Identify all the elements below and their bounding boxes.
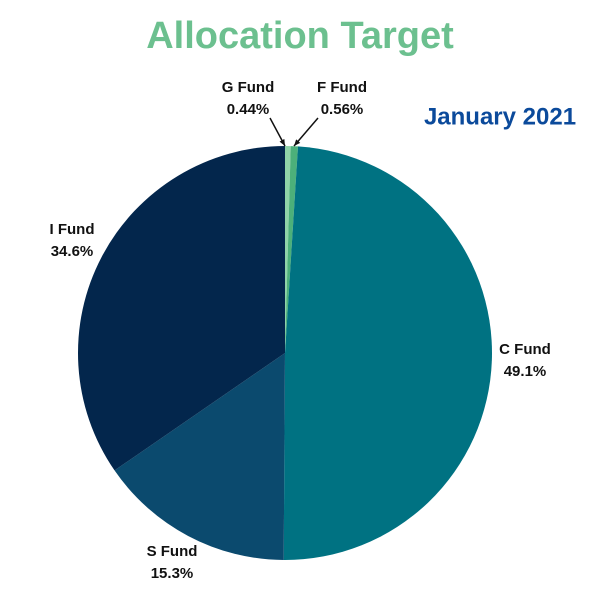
- slice-label: S Fund: [147, 543, 198, 560]
- slice-value-label: 49.1%: [504, 363, 547, 380]
- slice-label: I Fund: [50, 221, 95, 238]
- slice-label: F Fund: [317, 79, 367, 96]
- chart-title: Allocation Target: [146, 15, 454, 57]
- pie-slice: [77, 146, 285, 471]
- pie: [77, 146, 492, 561]
- slice-label: C Fund: [499, 341, 551, 358]
- labels: G Fund 0.44% F Fund 0.56% C Fund 49.1% S Fund 1…: [50, 79, 551, 582]
- slice-value-label: 15.3%: [151, 565, 194, 582]
- chart-subtitle: January 2021: [424, 103, 576, 130]
- pie-slice: [114, 353, 286, 560]
- slice-label: G Fund: [222, 79, 275, 96]
- slice-value-label: 0.44%: [227, 101, 270, 118]
- pointer-head: [279, 139, 285, 146]
- pie-slice: [285, 146, 298, 353]
- slice-value-label: 0.56%: [321, 101, 364, 118]
- pie-slice: [285, 146, 291, 353]
- slice-value-label: 34.6%: [51, 243, 94, 260]
- pointer-head: [294, 139, 301, 146]
- pie-slice: [283, 146, 492, 561]
